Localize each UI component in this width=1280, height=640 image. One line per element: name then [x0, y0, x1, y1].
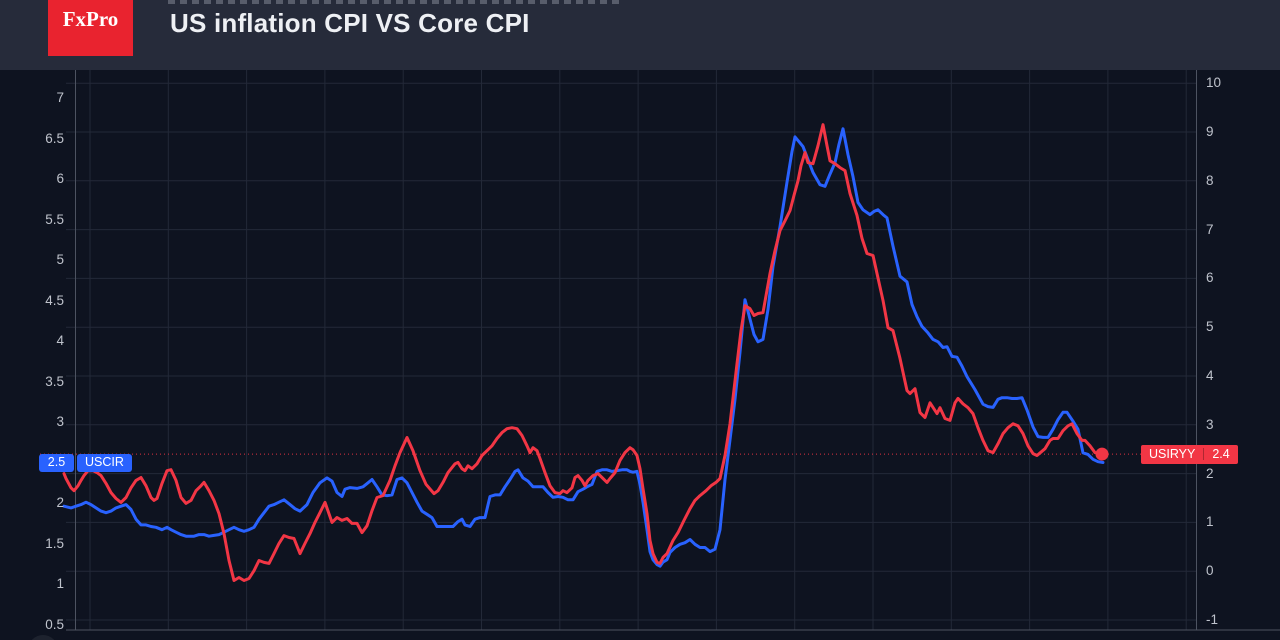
core-cpi-price-tag: 2.5	[39, 453, 74, 472]
cpi-price-value: 2.4	[1203, 448, 1237, 461]
right-axis-tick: -1	[1206, 612, 1219, 627]
left-axis-tick: 6.5	[45, 130, 64, 146]
left-axis-tick: 5.5	[45, 211, 64, 227]
core-cpi-ticker-tag: USCIR	[77, 453, 132, 472]
left-axis-tick: 4.5	[45, 292, 64, 308]
left-axis-tick: 1.5	[45, 535, 64, 551]
fxpro-logo-text: FxPro	[62, 7, 119, 31]
right-axis-tick: 4	[1206, 368, 1214, 383]
fxpro-logo: FxPro	[48, 0, 133, 56]
right-axis-tick: 7	[1206, 221, 1214, 237]
left-axis-tick: 3.5	[45, 373, 64, 389]
right-axis-tick: 0	[1206, 563, 1214, 579]
right-axis-tick: 8	[1206, 172, 1214, 188]
left-axis-tick: 6	[56, 171, 64, 186]
right-axis-tick: 5	[1206, 319, 1214, 335]
cropped-text-remnant	[168, 0, 623, 4]
cpi-price-tag: USIRYY 2.4	[1141, 444, 1238, 464]
left-axis-tick: 3	[56, 414, 64, 429]
core-cpi-price-value: 2.5	[47, 455, 66, 470]
left-price-scale[interactable]: 7 6.5 6 5.5 5 4.5 4 3.5 3 2 1.5 1 0.5	[0, 70, 70, 632]
left-axis-tick: 4	[56, 333, 64, 348]
left-axis-tick: 5	[56, 252, 64, 267]
right-axis-tick: 9	[1206, 124, 1214, 139]
core-cpi-ticker-label: USCIR	[85, 455, 124, 470]
left-axis-tick: 1	[56, 576, 64, 591]
chart-title: US inflation CPI VS Core CPI	[170, 8, 530, 38]
right-axis-tick: 1	[1206, 514, 1214, 530]
right-axis-tick: 3	[1206, 416, 1214, 432]
right-axis-tick: 2	[1206, 465, 1214, 481]
right-price-scale[interactable]: 10 9 8 7 6 5 4 3 2 1 0 -1	[1198, 70, 1280, 630]
header-bar: FxPro US inflation CPI VS Core CPI	[0, 0, 1280, 70]
left-axis-tick: 2	[56, 495, 64, 510]
cpi-ticker-label: USIRYY	[1149, 446, 1196, 461]
right-axis-tick: 10	[1206, 75, 1222, 91]
left-axis-tick: 7	[56, 90, 64, 105]
left-axis-tick: 0.5	[45, 616, 64, 632]
right-axis-tick: 6	[1206, 270, 1214, 286]
